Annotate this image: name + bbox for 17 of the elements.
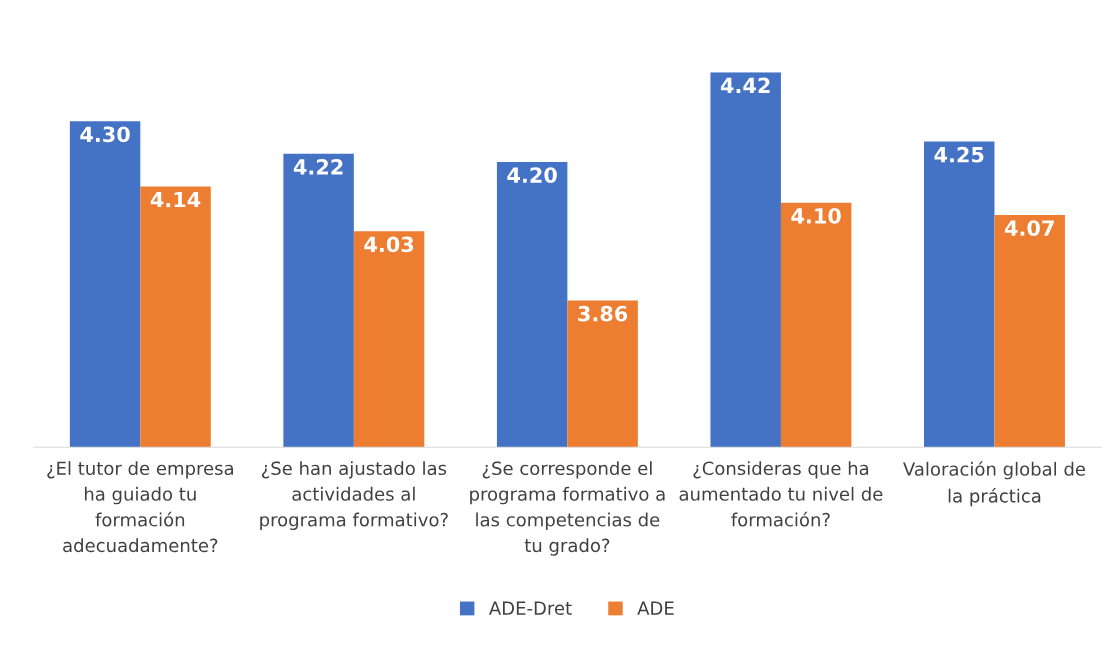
data-label: 3.86 bbox=[578, 305, 628, 322]
data-label: 4.03 bbox=[364, 236, 414, 253]
x-tick-label: ¿Se corresponde el programa formativo a las competencias de tu grado? bbox=[470, 461, 665, 556]
data-label: 4.10 bbox=[791, 207, 841, 224]
data-label: 4.42 bbox=[720, 77, 770, 93]
x-tick-label: ¿Se han ajustado las actividades al programa formativo? bbox=[260, 461, 448, 531]
data-label: 4.25 bbox=[934, 146, 984, 163]
data-label: 4.22 bbox=[293, 159, 343, 175]
x-tick-label: ¿El tutor de empresa ha guiado tu formación adecuadamente? bbox=[47, 461, 233, 553]
legend-label: ADE-Dret bbox=[489, 601, 572, 615]
data-label: 4.20 bbox=[507, 167, 557, 183]
x-tick-label: Valoración global de la práctica bbox=[903, 461, 1086, 507]
x-tick-label: ¿Consideras que ha aumentado tu nivel de formación? bbox=[679, 461, 883, 527]
data-label: 4.07 bbox=[1004, 220, 1054, 236]
data-label: 4.14 bbox=[150, 191, 201, 208]
legend-label: ADE bbox=[637, 601, 674, 615]
data-label: 4.30 bbox=[80, 126, 130, 143]
